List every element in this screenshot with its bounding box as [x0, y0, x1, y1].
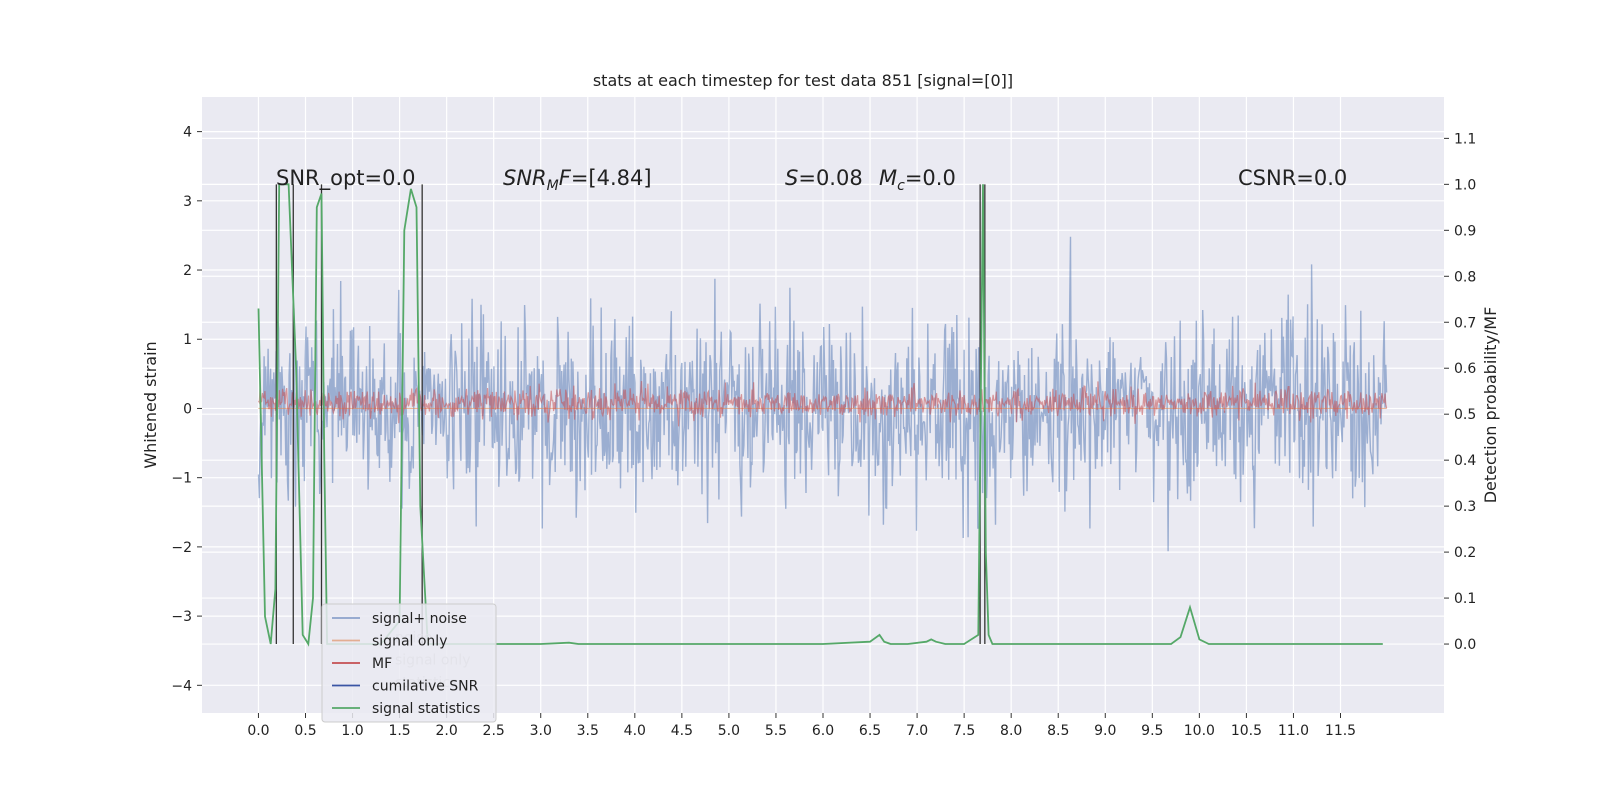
legend-label: signal statistics [372, 701, 480, 717]
annotation-snr-mf-name: SNR [503, 166, 547, 190]
legend-label: signal+ noise [372, 611, 467, 627]
legend-label: signal only [372, 634, 447, 650]
x-tick-label: 6.5 [859, 723, 881, 739]
x-tick-label: 10.0 [1184, 723, 1215, 739]
y2-tick-label: 1.1 [1454, 131, 1476, 147]
y2-tick-label: 1.0 [1454, 177, 1476, 193]
x-tick-label: 4.0 [624, 723, 646, 739]
series-layer [257, 183, 1388, 647]
x-tick-label: 4.5 [671, 723, 693, 739]
x-tick-label: 5.5 [765, 723, 787, 739]
y-tick-label: −4 [171, 678, 192, 694]
y-tick-label: 3 [183, 194, 192, 210]
x-tick-label: 0.5 [294, 723, 316, 739]
y2-tick-label: 0.8 [1454, 269, 1476, 285]
annotation-csnr: CSNR=0.0 [1238, 166, 1347, 190]
legend-box [321, 603, 497, 723]
x-axis-ticks: 0.0 0.5 1.0 1.5 2.0 2.5 3.0 3.5 4.0 4.5 5.0 5.5 6.0 6… [247, 713, 1356, 739]
x-tick-label: 9.5 [1141, 723, 1163, 739]
annotation-snr-mf-sub: M [547, 178, 559, 194]
x-tick-label: 2.5 [483, 723, 505, 739]
legend: signal+ noise signal only MF cumilative SNR… [321, 603, 497, 723]
annotation-mc-value: =0.0 [905, 166, 956, 190]
annotation-mc-name: M [879, 166, 897, 190]
x-tick-label: 3.0 [530, 723, 552, 739]
y-axis-ticks: 4 3 2 1 0 −1 −2 −3 −4 [171, 125, 202, 694]
y2-tick-label: 0.1 [1454, 591, 1476, 607]
y2-tick-label: 0.3 [1454, 499, 1476, 515]
y-axis-label: Whitened strain [141, 341, 160, 468]
chart-title: stats at each timestep for test data 851… [593, 71, 1013, 90]
x-tick-label: 8.0 [1000, 723, 1022, 739]
x-tick-label: 1.0 [341, 723, 363, 739]
x-tick-label: 3.5 [577, 723, 599, 739]
y2-tick-label: 0.5 [1454, 407, 1476, 423]
x-tick-label: 9.0 [1094, 723, 1116, 739]
x-tick-label: 11.5 [1325, 723, 1356, 739]
annotation-snr-mf-value: =[4.84] [571, 166, 652, 190]
y-tick-label: 0 [183, 401, 192, 417]
y2-axis-label: Detection probability/MF [1481, 307, 1500, 504]
x-tick-label: 6.0 [812, 723, 834, 739]
y-tick-label: 4 [183, 125, 192, 141]
x-tick-label: 5.0 [718, 723, 740, 739]
annotation-mc-sub: c [897, 178, 905, 194]
annotation-snr-opt: SNR_opt=0.0 [276, 166, 416, 191]
series-signal-statistics [257, 183, 1383, 647]
y2-tick-label: 0.4 [1454, 453, 1476, 469]
x-tick-label: 7.5 [953, 723, 975, 739]
y2-tick-label: 0.0 [1454, 637, 1476, 653]
annotation-s: S=0.08 [785, 166, 863, 190]
legend-label: cumilative SNR [372, 679, 479, 695]
x-tick-label: 8.5 [1047, 723, 1069, 739]
x-tick-label: 10.5 [1231, 723, 1262, 739]
y2-tick-label: 0.2 [1454, 545, 1476, 561]
x-tick-label: 2.0 [436, 723, 458, 739]
y2-tick-label: 0.9 [1454, 223, 1476, 239]
annotation-mc: Mc=0.0 [879, 166, 956, 194]
y2-tick-label: 0.6 [1454, 361, 1476, 377]
annotation-s-value: =0.08 [798, 166, 862, 190]
y-tick-label: 1 [183, 332, 192, 348]
series-mf [257, 381, 1388, 427]
y-tick-label: −2 [171, 540, 192, 556]
annotation-s-name: S [785, 166, 798, 190]
annotation-snr-mf-f: F [559, 166, 572, 190]
y-tick-label: −3 [171, 609, 192, 625]
series-signal-noise [257, 236, 1388, 552]
y2-tick-label: 0.7 [1454, 315, 1476, 331]
y-tick-label: −1 [171, 471, 192, 487]
x-tick-label: 11.0 [1278, 723, 1309, 739]
y2-axis-ticks: 1.1 1.0 0.9 0.8 0.7 0.6 0.5 0.4 0.3 0.2 0.1 0.0 [1444, 131, 1476, 653]
x-tick-label: 7.0 [906, 723, 928, 739]
y-tick-label: 2 [183, 263, 192, 279]
legend-label: MF [372, 656, 392, 672]
x-tick-label: 0.0 [247, 723, 269, 739]
annotation-snr-mf: SNRMF=[4.84] [503, 166, 652, 194]
x-tick-label: 1.5 [388, 723, 410, 739]
